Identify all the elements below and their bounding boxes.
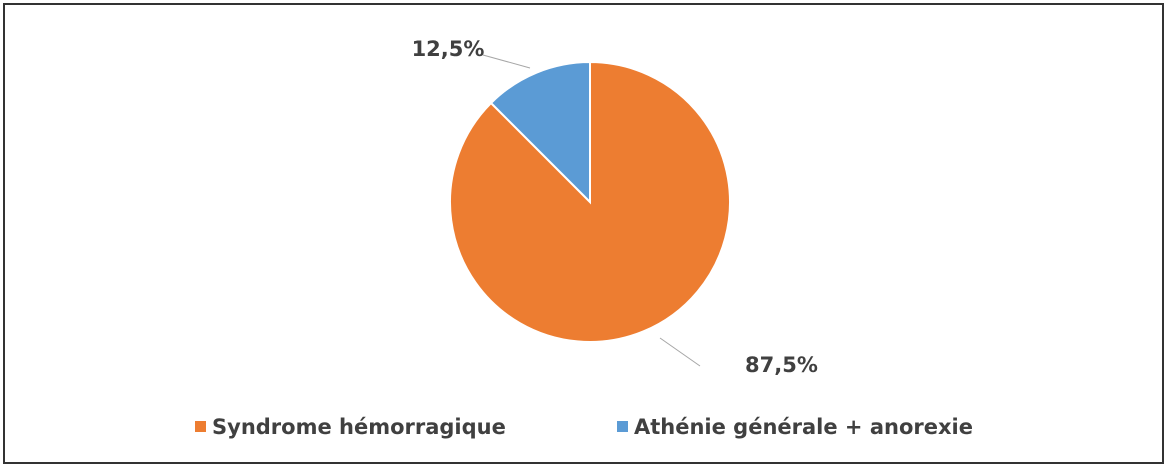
leader-line (482, 54, 531, 69)
legend-label: Syndrome hémorragique (212, 415, 506, 439)
legend-label: Athénie générale + anorexie (634, 415, 973, 439)
leader-line (659, 337, 701, 367)
data-label: 12,5% (412, 37, 485, 61)
data-label: 87,5% (745, 353, 818, 377)
legend-swatch (617, 421, 628, 432)
pie-slice (489, 60, 591, 205)
legend-swatch (195, 421, 206, 432)
